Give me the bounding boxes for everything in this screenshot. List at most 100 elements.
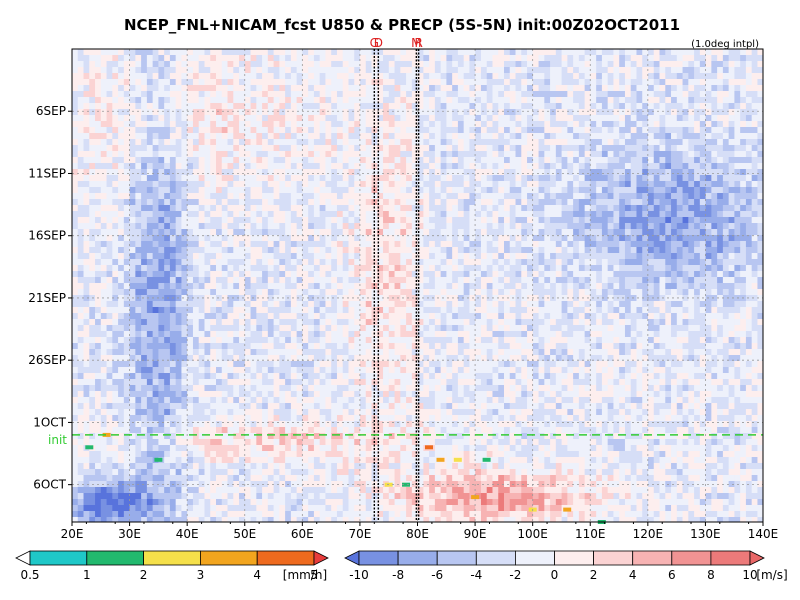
heat-cell <box>434 283 442 290</box>
heat-cell <box>262 97 269 104</box>
heat-cell <box>290 115 298 122</box>
heat-cell <box>273 115 280 122</box>
heat-cell <box>480 247 488 254</box>
heat-cell <box>417 139 424 146</box>
heat-cell <box>463 61 470 68</box>
heat-cell <box>653 127 660 134</box>
heat-cell <box>262 187 269 194</box>
heat-cell <box>204 193 211 200</box>
heat-cell <box>296 133 303 140</box>
heat-cell <box>648 55 655 62</box>
heat-cell <box>659 235 666 242</box>
heat-cell <box>342 163 349 170</box>
heat-cell <box>146 103 154 110</box>
heat-cell <box>463 181 470 188</box>
heat-cell <box>146 97 154 104</box>
heat-cell <box>221 223 228 230</box>
heat-cell <box>83 193 90 200</box>
heat-cell <box>532 187 539 194</box>
heat-cell <box>95 229 102 236</box>
heat-cell <box>216 55 223 62</box>
heat-cell <box>204 61 211 68</box>
heat-cell <box>348 145 355 152</box>
heat-cell <box>89 235 96 242</box>
heat-cell <box>221 121 228 128</box>
heat-cell <box>636 85 643 92</box>
heat-cell <box>296 127 303 134</box>
heat-cell <box>613 133 620 140</box>
heat-cell <box>77 151 84 158</box>
heat-cell <box>112 193 119 200</box>
heat-cell <box>377 259 384 266</box>
heat-cell <box>360 139 367 146</box>
heat-cell <box>227 169 234 176</box>
heat-cell <box>440 55 447 62</box>
heat-cell <box>383 97 390 104</box>
heat-cell <box>198 277 205 284</box>
heat-cell <box>452 241 459 248</box>
heat-cell <box>446 205 453 212</box>
heat-cell <box>694 205 701 212</box>
heat-cell <box>648 169 655 176</box>
heat-cell <box>659 259 666 266</box>
heat-cell <box>486 151 493 158</box>
heat-cell <box>146 79 154 86</box>
heat-cell <box>406 61 413 68</box>
heat-cell <box>711 229 718 236</box>
heat-cell <box>717 265 724 272</box>
heat-cell <box>619 175 626 182</box>
heat-cell <box>187 115 194 122</box>
heat-cell <box>550 121 557 128</box>
heat-cell <box>354 205 361 212</box>
heat-cell <box>688 187 695 194</box>
heat-cell <box>440 277 447 284</box>
heat-cell <box>440 121 447 128</box>
heat-cell <box>302 55 309 62</box>
heat-cell <box>106 157 113 164</box>
heat-cell <box>187 253 194 260</box>
heat-cell <box>521 157 528 164</box>
heat-cell <box>221 211 228 218</box>
heat-cell <box>659 223 666 230</box>
heat-cell <box>423 217 430 224</box>
heat-cell <box>204 103 211 110</box>
heat-cell <box>273 253 280 260</box>
heat-cell <box>745 259 753 266</box>
heat-cell <box>567 277 574 284</box>
heat-cell <box>273 109 280 116</box>
heat-cell <box>273 67 280 74</box>
heat-cell <box>498 97 505 104</box>
heat-cell <box>498 73 505 80</box>
heat-cell <box>360 277 367 284</box>
heat-cell <box>504 175 511 182</box>
heat-cell <box>440 151 447 158</box>
heat-cell <box>446 103 453 110</box>
heat-cell <box>699 181 706 188</box>
heat-cell <box>705 103 712 110</box>
heat-cell <box>204 283 211 290</box>
heat-cell <box>279 97 286 104</box>
heat-cell <box>164 133 171 140</box>
heat-cell <box>688 283 695 290</box>
heat-cell <box>584 235 591 242</box>
heat-cell <box>480 103 488 110</box>
heat-cell <box>659 55 666 62</box>
heat-cell <box>365 133 372 140</box>
heat-cell <box>446 79 453 86</box>
heat-cell <box>452 49 459 56</box>
heat-cell <box>152 271 159 278</box>
heat-cell <box>671 277 678 284</box>
heat-cell <box>584 55 591 62</box>
heat-cell <box>722 205 730 212</box>
heat-cell <box>671 55 678 62</box>
heat-cell <box>89 73 96 80</box>
heat-cell <box>129 67 136 74</box>
heat-cell <box>699 283 706 290</box>
heat-cell <box>285 145 292 152</box>
heat-cell <box>757 127 764 134</box>
heat-cell <box>740 217 747 224</box>
heat-cell <box>676 283 683 290</box>
heat-cell <box>665 181 672 188</box>
heat-cell <box>694 241 701 248</box>
heat-cell <box>469 97 476 104</box>
